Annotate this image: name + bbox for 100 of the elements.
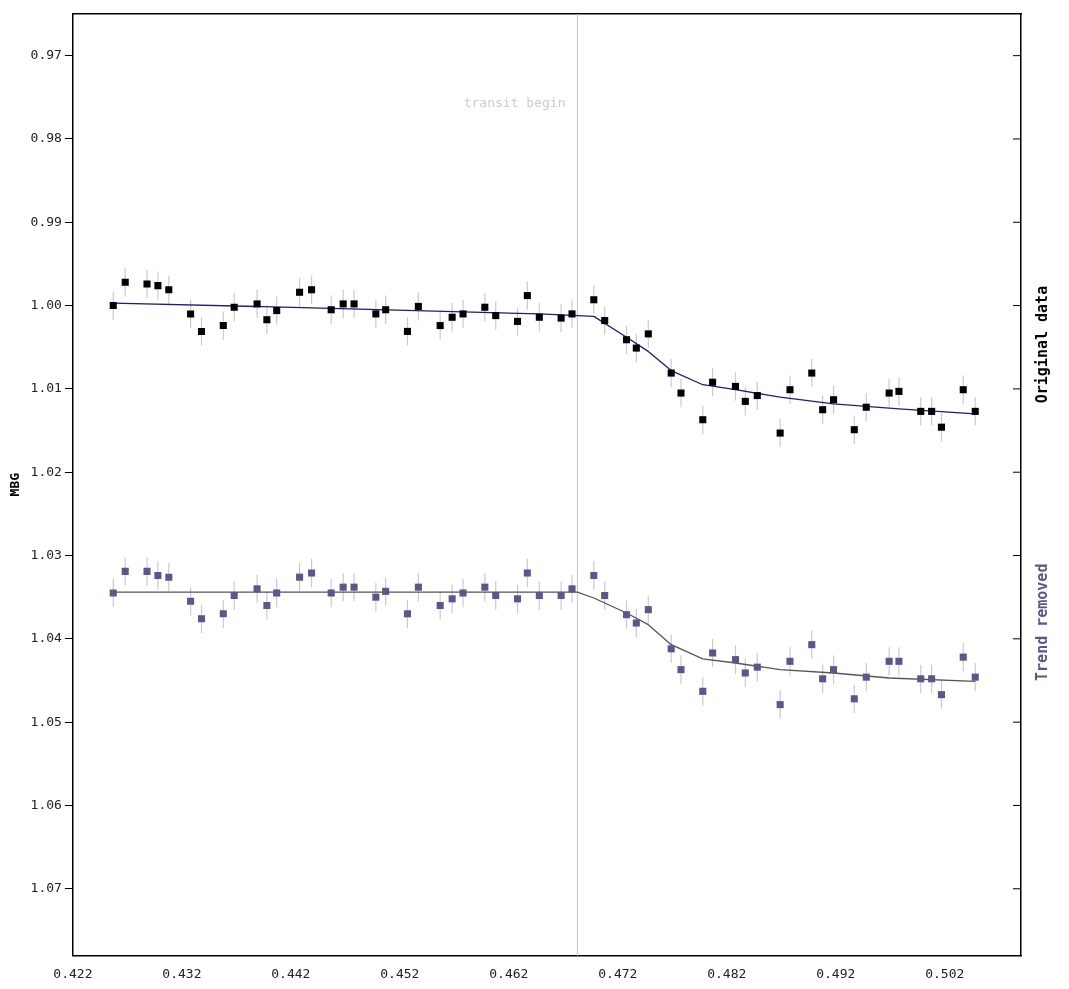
point: [219, 322, 227, 330]
point: [154, 282, 162, 290]
point: [154, 571, 162, 580]
y-tick-label: 1.02: [30, 463, 62, 479]
point: [187, 310, 195, 318]
point: [230, 591, 238, 600]
point: [568, 585, 576, 593]
text: Trend removed: [1032, 563, 1051, 681]
point: [109, 589, 117, 597]
point: [862, 673, 870, 681]
point: [296, 573, 304, 581]
point: [959, 653, 967, 661]
point: [403, 327, 411, 335]
point: [667, 645, 675, 653]
point: [786, 657, 794, 665]
point: [143, 567, 151, 575]
point: [372, 310, 380, 318]
y-tick-label: 0.98: [30, 130, 62, 146]
point: [230, 303, 238, 311]
point: [523, 569, 531, 577]
x-tick-label: 0.432: [162, 965, 202, 981]
x-tick-label: 0.422: [53, 965, 93, 981]
point: [197, 327, 206, 335]
point: [263, 316, 271, 324]
point: [350, 300, 358, 308]
point: [339, 300, 347, 308]
point: [709, 378, 717, 386]
y-tick-label: 0.97: [30, 47, 62, 63]
point: [601, 317, 609, 325]
point: [557, 591, 565, 600]
x-tick-label: 0.472: [598, 965, 638, 981]
point: [753, 392, 761, 400]
point: [296, 288, 304, 296]
point: [959, 386, 967, 394]
point: [850, 426, 858, 434]
point: [590, 571, 598, 580]
point: [937, 691, 945, 699]
point: [917, 675, 925, 683]
x-tick-label: 0.492: [816, 965, 856, 981]
point: [143, 280, 151, 288]
point: [741, 669, 749, 677]
point: [699, 687, 707, 695]
point: [632, 344, 640, 352]
point: [601, 591, 609, 600]
point: [273, 589, 281, 597]
point: [523, 292, 531, 300]
point: [971, 673, 979, 681]
point: [436, 322, 444, 330]
point: [339, 583, 347, 591]
point: [308, 569, 316, 577]
point: [448, 595, 456, 603]
y-tick-label: 1.00: [30, 296, 62, 312]
x-tick-label: 0.502: [925, 965, 965, 981]
y-tick-label: 1.07: [30, 880, 62, 896]
point: [862, 403, 870, 411]
point: [382, 306, 390, 314]
point: [327, 589, 335, 597]
text: Original data: [1032, 285, 1051, 404]
point: [632, 619, 640, 627]
y-tick-label: 1.04: [30, 630, 63, 646]
point: [622, 336, 631, 344]
point: [622, 611, 631, 619]
point: [535, 591, 543, 600]
point: [253, 300, 261, 308]
point: [403, 610, 411, 618]
point: [492, 591, 500, 600]
x-tick-label: 0.482: [707, 965, 747, 981]
point: [273, 307, 281, 315]
point: [263, 601, 271, 610]
point: [786, 386, 794, 394]
point: [885, 657, 893, 665]
point: [830, 666, 838, 674]
x-tick-label: 0.462: [489, 965, 529, 981]
point: [677, 666, 685, 674]
point: [557, 314, 565, 322]
point: [448, 313, 456, 321]
point: [731, 382, 740, 390]
point: [928, 407, 936, 415]
point: [667, 369, 675, 377]
point: [741, 397, 749, 405]
x-tick-label: 0.452: [380, 965, 420, 981]
y-tick-label: 1.01: [30, 380, 62, 396]
point: [917, 407, 925, 415]
point: [197, 615, 206, 623]
point: [382, 587, 390, 595]
point: [895, 657, 903, 665]
point: [753, 663, 761, 671]
point: [808, 641, 816, 649]
point: [885, 389, 893, 397]
point: [513, 317, 522, 325]
point: [459, 310, 467, 318]
point: [830, 396, 838, 404]
point: [731, 656, 740, 664]
point: [481, 583, 489, 591]
point: [513, 595, 522, 603]
point: [644, 330, 652, 338]
point: [253, 585, 261, 593]
y-tick-label: 1.03: [30, 546, 62, 562]
point: [644, 606, 652, 614]
point: [350, 583, 358, 591]
